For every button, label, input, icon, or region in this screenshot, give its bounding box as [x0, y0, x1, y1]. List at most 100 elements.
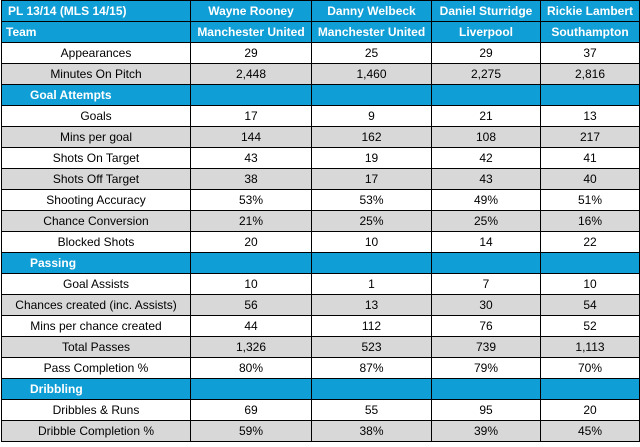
table-row: Goal Assists 10 1 7 10 [1, 273, 640, 295]
stat-label: Mins per chance created [1, 315, 191, 337]
section-header-cell [431, 84, 541, 106]
section-header-cell [311, 378, 432, 400]
stat-value-player-4: 37 [540, 42, 640, 64]
stat-label: Chance Conversion [1, 210, 191, 232]
stat-value-player-1: 53% [190, 189, 312, 211]
stat-label: Shooting Accuracy [1, 189, 191, 211]
stat-value-player-3: 76 [431, 315, 541, 337]
stat-value-player-3: 43 [431, 168, 541, 190]
section-header-cell [431, 378, 541, 400]
stat-label: Pass Completion % [1, 357, 191, 379]
section-header-cell [190, 252, 312, 274]
section-title: Passing [1, 252, 191, 274]
table-row: Pass Completion % 80% 87% 79% 70% [1, 357, 640, 379]
stat-value-player-4: 20 [540, 399, 640, 421]
section-header-row: Passing [1, 252, 640, 274]
player-name-1: Wayne Rooney [190, 0, 312, 22]
stat-value-player-3: 7 [431, 273, 541, 295]
section-title: Goal Attempts [1, 84, 191, 106]
team-label: Team [1, 21, 191, 43]
stat-value-player-4: 45% [540, 420, 640, 442]
stat-value-player-2: 1,460 [311, 63, 432, 85]
table-row: Shooting Accuracy 53% 53% 49% 51% [1, 189, 640, 211]
table-row: Dribble Completion % 59% 38% 39% 45% [1, 420, 640, 442]
stat-value-player-3: 79% [431, 357, 541, 379]
stat-label: Minutes On Pitch [1, 63, 191, 85]
section-header-cell [431, 252, 541, 274]
section-title: Dribbling [1, 378, 191, 400]
stat-value-player-4: 22 [540, 231, 640, 253]
stat-label: Dribbles & Runs [1, 399, 191, 421]
stat-value-player-1: 69 [190, 399, 312, 421]
stat-label: Total Passes [1, 336, 191, 358]
table-row: Chances created (inc. Assists) 56 13 30 54 [1, 294, 640, 316]
stat-value-player-1: 17 [190, 105, 312, 127]
stat-label: Shots On Target [1, 147, 191, 169]
team-name-3: Liverpool [431, 21, 541, 43]
stat-value-player-3: 29 [431, 42, 541, 64]
stat-value-player-1: 1,326 [190, 336, 312, 358]
stat-value-player-1: 20 [190, 231, 312, 253]
table-title: PL 13/14 (MLS 14/15) [1, 0, 191, 22]
stat-value-player-3: 39% [431, 420, 541, 442]
stat-value-player-4: 13 [540, 105, 640, 127]
section-header-row: Dribbling [1, 378, 640, 400]
table-row: Minutes On Pitch 2,448 1,460 2,275 2,816 [1, 63, 640, 85]
stat-value-player-4: 54 [540, 294, 640, 316]
stat-label: Goal Assists [1, 273, 191, 295]
stat-value-player-1: 144 [190, 126, 312, 148]
stat-value-player-4: 70% [540, 357, 640, 379]
stat-value-player-2: 53% [311, 189, 432, 211]
stat-value-player-3: 2,275 [431, 63, 541, 85]
table-row: Mins per chance created 44 112 76 52 [1, 315, 640, 337]
stat-value-player-4: 40 [540, 168, 640, 190]
stat-label: Chances created (inc. Assists) [1, 294, 191, 316]
section-header-cell [311, 252, 432, 274]
section-header-cell [311, 84, 432, 106]
stat-value-player-2: 38% [311, 420, 432, 442]
stat-value-player-1: 21% [190, 210, 312, 232]
player-name-4: Rickie Lambert [540, 0, 640, 22]
stat-value-player-1: 38 [190, 168, 312, 190]
stat-value-player-2: 55 [311, 399, 432, 421]
stat-value-player-1: 56 [190, 294, 312, 316]
player-name-3: Daniel Sturridge [431, 0, 541, 22]
stat-value-player-3: 25% [431, 210, 541, 232]
stat-value-player-2: 25% [311, 210, 432, 232]
stat-value-player-1: 80% [190, 357, 312, 379]
table-row: Blocked Shots 20 10 14 22 [1, 231, 640, 253]
section-header-cell [190, 84, 312, 106]
table-row: Chance Conversion 21% 25% 25% 16% [1, 210, 640, 232]
table-row: Goals 17 9 21 13 [1, 105, 640, 127]
section-header-row: Goal Attempts [1, 84, 640, 106]
header-row-teams: Team Manchester United Manchester United… [1, 21, 640, 43]
section-header-cell [540, 84, 640, 106]
stat-value-player-3: 108 [431, 126, 541, 148]
team-name-4: Southampton [540, 21, 640, 43]
stat-value-player-4: 1,113 [540, 336, 640, 358]
table-row: Shots On Target 43 19 42 41 [1, 147, 640, 169]
stat-value-player-2: 162 [311, 126, 432, 148]
table-row: Dribbles & Runs 69 55 95 20 [1, 399, 640, 421]
stat-value-player-2: 25 [311, 42, 432, 64]
table-row: Appearances 29 25 29 37 [1, 42, 640, 64]
stat-value-player-2: 13 [311, 294, 432, 316]
stat-value-player-4: 52 [540, 315, 640, 337]
stat-value-player-2: 523 [311, 336, 432, 358]
stat-value-player-2: 9 [311, 105, 432, 127]
team-name-1: Manchester United [190, 21, 312, 43]
stat-label: Blocked Shots [1, 231, 191, 253]
table-row: Shots Off Target 38 17 43 40 [1, 168, 640, 190]
player-name-2: Danny Welbeck [311, 0, 432, 22]
stat-value-player-3: 30 [431, 294, 541, 316]
table-row: Mins per goal 144 162 108 217 [1, 126, 640, 148]
stat-value-player-4: 16% [540, 210, 640, 232]
stat-value-player-3: 21 [431, 105, 541, 127]
stat-label: Appearances [1, 42, 191, 64]
stat-value-player-2: 87% [311, 357, 432, 379]
stat-label: Mins per goal [1, 126, 191, 148]
stat-value-player-1: 43 [190, 147, 312, 169]
stat-value-player-2: 19 [311, 147, 432, 169]
stat-value-player-1: 10 [190, 273, 312, 295]
